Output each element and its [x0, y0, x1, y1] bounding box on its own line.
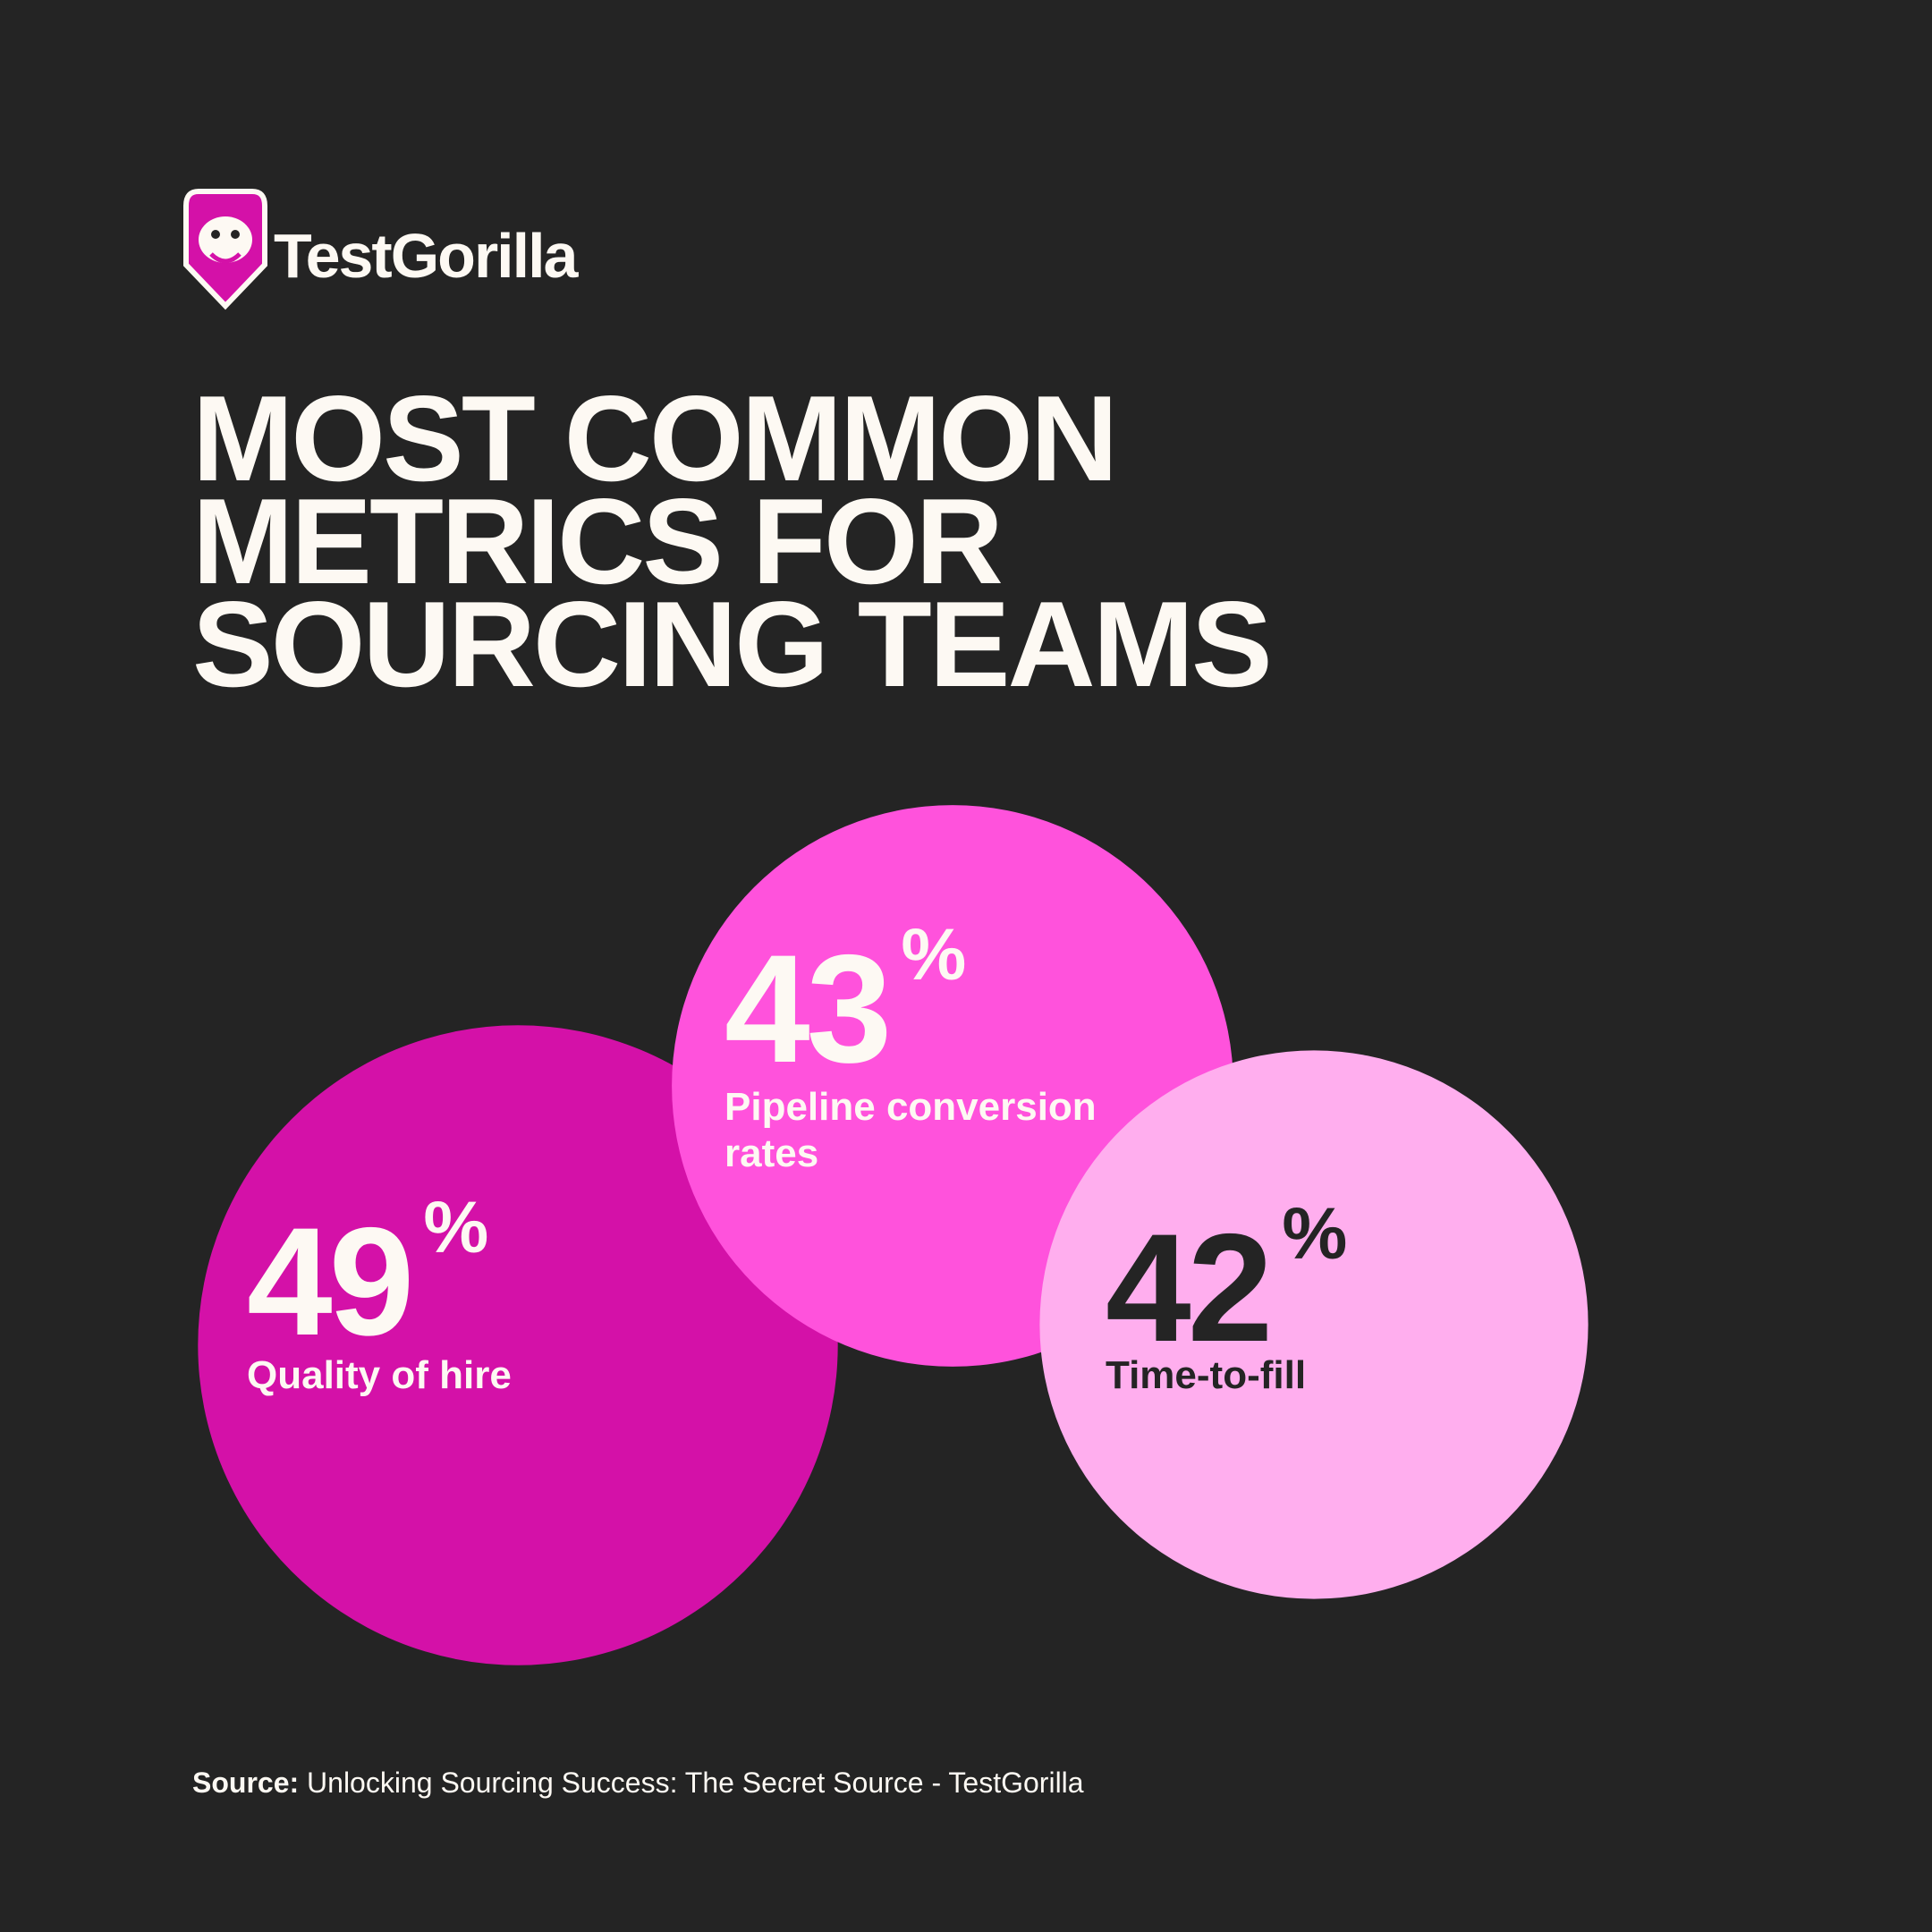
category-label: Quality of hire: [247, 1353, 512, 1397]
logo-eye: [211, 230, 220, 239]
title-line: MOST COMMON: [192, 370, 1115, 506]
category-label: Pipeline conversion rates: [724, 1085, 1097, 1175]
logo-face: [199, 216, 252, 263]
brand-name: TestGorilla: [274, 221, 580, 291]
logo-eye: [231, 230, 240, 239]
bubble: [198, 1025, 838, 1665]
value-label: 42: [1106, 1202, 1269, 1374]
bubble: [1039, 1050, 1589, 1599]
value-label: 43: [724, 923, 888, 1095]
value-suffix: %: [1282, 1193, 1347, 1275]
source-text: Unlocking Sourcing Success: The Secret S…: [307, 1767, 1084, 1799]
title-line: SOURCING TEAMS: [192, 576, 1270, 712]
value-suffix: %: [423, 1187, 488, 1268]
value-suffix: %: [901, 914, 966, 996]
logo-mouth: [209, 252, 242, 264]
value-label: 49: [247, 1196, 411, 1368]
title-line: METRICS FOR: [192, 473, 1002, 609]
logo: [183, 189, 267, 310]
category-label: Time-to-fill: [1106, 1353, 1307, 1397]
bubbles: 49 %43 %42%: [198, 805, 1589, 1665]
source-label: Source:: [192, 1767, 299, 1799]
source: Source: Unlocking Sourcing Success: The …: [192, 1767, 1084, 1799]
